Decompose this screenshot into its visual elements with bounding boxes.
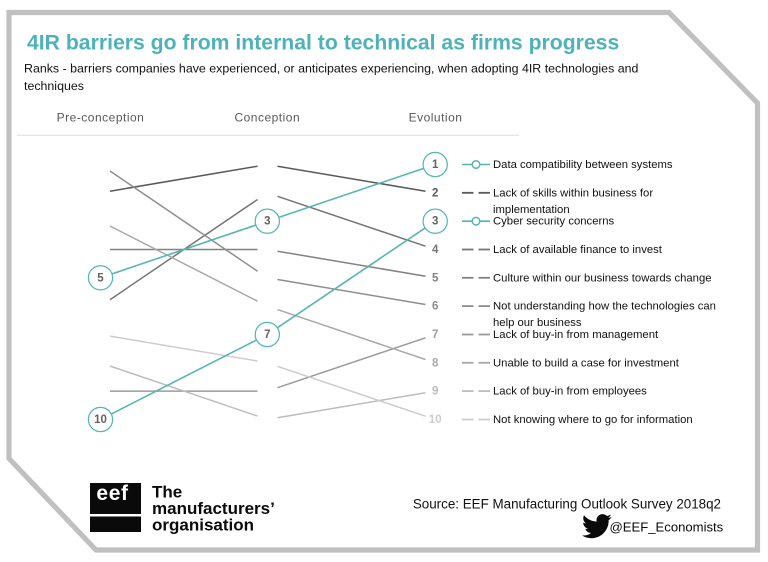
svg-text:4IR barriers go from internal: 4IR barriers go from internal to technic… [27,32,619,55]
svg-text:Lack of buy-in from employees: Lack of buy-in from employees [493,386,647,398]
svg-text:Conception: Conception [234,110,300,124]
svg-text:5: 5 [97,272,104,284]
svg-text:eef: eef [96,482,129,505]
svg-text:10: 10 [429,414,442,426]
svg-text:Lack of available finance to i: Lack of available finance to invest [493,244,663,256]
svg-text:10: 10 [94,414,107,426]
svg-text:techniques: techniques [24,79,84,93]
svg-text:3: 3 [264,216,270,228]
svg-text:7: 7 [264,329,270,341]
svg-text:The: The [152,483,182,502]
svg-text:Lack of skills within business: Lack of skills within business for [493,187,653,199]
svg-text:@EEF_Economists: @EEF_Economists [610,520,724,535]
svg-text:Ranks - barriers companies hav: Ranks - barriers companies have experien… [24,62,638,76]
svg-text:manufacturers’: manufacturers’ [152,499,275,518]
svg-text:Source: EEF Manufacturing Outl: Source: EEF Manufacturing Outlook Survey… [413,497,721,512]
svg-text:Evolution: Evolution [409,110,463,124]
svg-text:implementation: implementation [493,204,570,216]
svg-text:Culture within our business to: Culture within our business towards chan… [493,272,712,284]
svg-text:Not understanding how the tech: Not understanding how the technologies c… [493,301,716,313]
svg-text:Data compatibility between sys: Data compatibility between systems [493,159,673,171]
svg-text:5: 5 [432,272,439,284]
svg-text:7: 7 [432,329,438,341]
svg-text:Pre-conception: Pre-conception [57,110,145,124]
svg-text:Not knowing where to go for in: Not knowing where to go for information [493,414,693,426]
svg-text:6: 6 [432,301,438,313]
svg-text:Unable to build a case for inv: Unable to build a case for investment [493,357,680,369]
svg-text:8: 8 [432,357,439,369]
svg-text:Cyber security concerns: Cyber security concerns [493,216,615,228]
svg-text:Lack of buy-in from management: Lack of buy-in from management [493,329,659,341]
svg-text:help our business: help our business [493,317,582,329]
svg-text:3: 3 [432,216,438,228]
svg-text:4: 4 [432,244,439,256]
svg-text:1: 1 [432,159,439,171]
svg-text:organisation: organisation [152,516,254,535]
svg-text:2: 2 [432,187,438,199]
svg-text:9: 9 [432,386,438,398]
